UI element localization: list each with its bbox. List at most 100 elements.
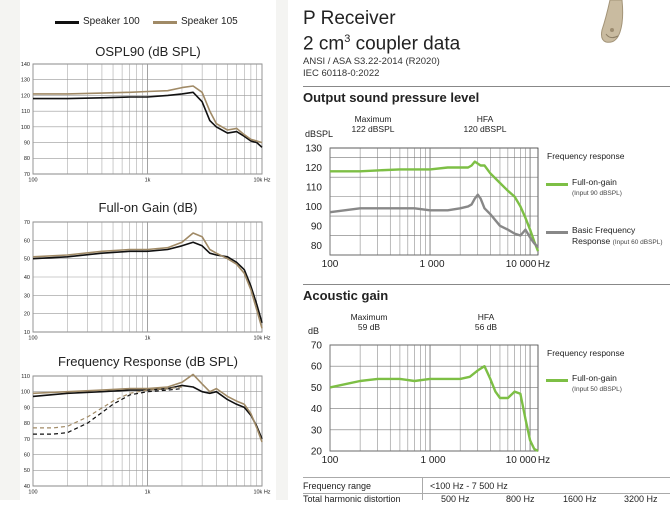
chart-title-frequency-response: Frequency Response (dB SPL): [58, 354, 238, 369]
thd-1600: 1600 Hz: [563, 494, 597, 504]
gain-chart-plot-area: [329, 344, 539, 452]
left-chart-1-ytick-label: 70: [24, 220, 30, 226]
left-chart-1-xtick-label: 1k: [145, 336, 151, 342]
gain-yunit-label: dB: [308, 326, 319, 336]
table-top-rule: [303, 477, 670, 478]
table-column-divider: [422, 477, 423, 500]
left-chart-0-series-line: [33, 85, 263, 144]
section-divider-ospl: [303, 86, 670, 87]
ospl-chart-series-line: [330, 160, 540, 252]
gain-chart-ytick-label: 60: [311, 362, 323, 373]
left-chart-2-ytick-label: 110: [21, 374, 30, 380]
ospl-chart-series-line: [329, 193, 539, 249]
gain-max: Maximum 59 dB: [350, 312, 388, 332]
frequency-range-label: Frequency range: [303, 481, 372, 491]
left-chart-0-ytick-label: 80: [24, 156, 30, 162]
ospl-yunit-label: dBSPL: [305, 129, 333, 139]
thd-3200: 3200 Hz: [624, 494, 658, 504]
left-chart-2-ytick-label: 70: [24, 437, 30, 443]
left-chart-0-ytick-label: 90: [24, 140, 30, 146]
left-chart-1-ytick-label: 60: [24, 238, 30, 244]
gain-chart-xtick-label: Hz: [538, 455, 550, 466]
left-chart-2-series-line: [33, 386, 183, 429]
ospl-frequency-response-title: Frequency response: [547, 151, 625, 161]
receiver-title: P Receiver 2 cm3 coupler data: [303, 8, 460, 54]
left-chart-1-ytick-label: 20: [24, 312, 30, 318]
ospl-chart-ytick-label: 80: [311, 241, 323, 252]
gain-chart-series-line: [329, 365, 539, 453]
left-chart-2-series-line: [32, 384, 263, 440]
table-row-frequency-range: Frequency range <100 Hz - 7 500 Hz: [303, 478, 670, 494]
left-chart-2-series-line: [33, 388, 183, 435]
left-chart-1-xtick-label: 100: [28, 336, 37, 342]
left-chart-2-series-line: [32, 373, 263, 443]
left-chart-1-ytick-label: 30: [24, 293, 30, 299]
left-chart-2-ytick-label: 90: [24, 405, 30, 411]
left-chart-2-ytick-label: 80: [24, 421, 30, 427]
left-chart-1-ytick-label: 40: [24, 275, 30, 281]
left-chart-0-ytick-label: 130: [21, 78, 30, 84]
hearing-aid-image: [596, 0, 636, 44]
standard-iec: IEC 60118-0:2022: [303, 68, 380, 79]
left-chart-0-ytick-label: 110: [21, 109, 30, 115]
left-chart-2-xtick-label: 10k Hz: [253, 490, 270, 496]
gain-chart-ytick-label: 40: [311, 404, 323, 415]
gain-chart-xtick-label: 10 000: [506, 455, 537, 466]
thd-label: Total harmonic distortion: [303, 494, 401, 504]
left-chart-2-xtick-label: 100: [28, 490, 37, 496]
chart-title-full-on-gain: Full-on Gain (dB): [98, 200, 198, 215]
gain-chart-ytick-label: 50: [311, 383, 323, 394]
left-chart-2-ytick-label: 40: [24, 484, 30, 490]
left-chart-2-xtick-label: 1k: [145, 490, 151, 496]
legend-label-speaker-105: Speaker 105: [181, 16, 238, 27]
section-title-gain: Acoustic gain: [303, 288, 389, 303]
legend-swatch-speaker-100: [55, 21, 79, 24]
left-chart-0-xtick-label: 1k: [145, 178, 151, 184]
ospl-chart-ytick-label: 110: [306, 182, 322, 193]
ospl-chart-ytick-label: 130: [305, 144, 322, 155]
standard-ansi: ANSI / ASA S3.22-2014 (R2020): [303, 56, 440, 67]
gain-chart-xtick-label: 100: [322, 455, 339, 466]
coupler-title: 2 cm3 coupler data: [303, 33, 461, 55]
left-chart-0-series-line: [33, 91, 263, 148]
left-chart-0-xtick-label: 10k Hz: [253, 178, 270, 184]
gain-chart-ytick-label: 70: [311, 341, 323, 352]
left-chart-2-ytick-label: 100: [21, 390, 30, 396]
left-chart-1-ytick-label: 50: [24, 257, 30, 263]
ospl-chart-ytick-label: 120: [305, 163, 322, 174]
left-chart-0-ytick-label: 120: [21, 93, 30, 99]
left-chart-1-xtick-label: 10k Hz: [253, 336, 270, 342]
ospl-chart-ytick-label: 90: [311, 221, 323, 232]
section-divider-gain: [303, 284, 670, 285]
left-chart-2-ytick-label: 50: [24, 468, 30, 474]
ospl-chart-xtick-label: 10 000: [506, 259, 537, 270]
ospl-chart-ytick-label: 100: [305, 202, 322, 213]
gain-hfa: HFA 56 dB: [474, 312, 498, 332]
receiver-name: P Receiver: [303, 8, 396, 29]
gain-frequency-response-title: Frequency response: [547, 348, 625, 358]
frequency-range-value: <100 Hz - 7 500 Hz: [430, 481, 508, 491]
left-chart-1-series-line: [32, 241, 263, 324]
left-chart-0-xtick-label: 100: [28, 178, 37, 184]
left-chart-0-ytick-label: 100: [21, 125, 30, 131]
ospl-chart-xtick-label: Hz: [538, 259, 550, 270]
left-chart-0-ytick-label: 70: [24, 172, 30, 178]
left-chart-1-ytick-label: 10: [24, 330, 30, 336]
ospl-chart-xtick-label: 100: [322, 259, 339, 270]
left-chart-1-series-line: [32, 232, 263, 329]
thd-500: 500 Hz: [441, 494, 470, 504]
left-chart-2-ytick-label: 60: [24, 452, 30, 458]
legend-swatch-speaker-105: [153, 21, 177, 24]
chart-title-ospl90: OSPL90 (dB SPL): [95, 44, 201, 59]
gain-chart-xtick-label: 1 000: [420, 455, 445, 466]
ospl-chart-xtick-label: 1 000: [419, 259, 444, 270]
section-title-ospl: Output sound pressure level: [303, 90, 480, 105]
gain-chart-ytick-label: 20: [311, 447, 323, 458]
ospl-hfa: HFA 120 dBSPL: [463, 114, 507, 134]
legend-label-speaker-100: Speaker 100: [83, 16, 140, 27]
